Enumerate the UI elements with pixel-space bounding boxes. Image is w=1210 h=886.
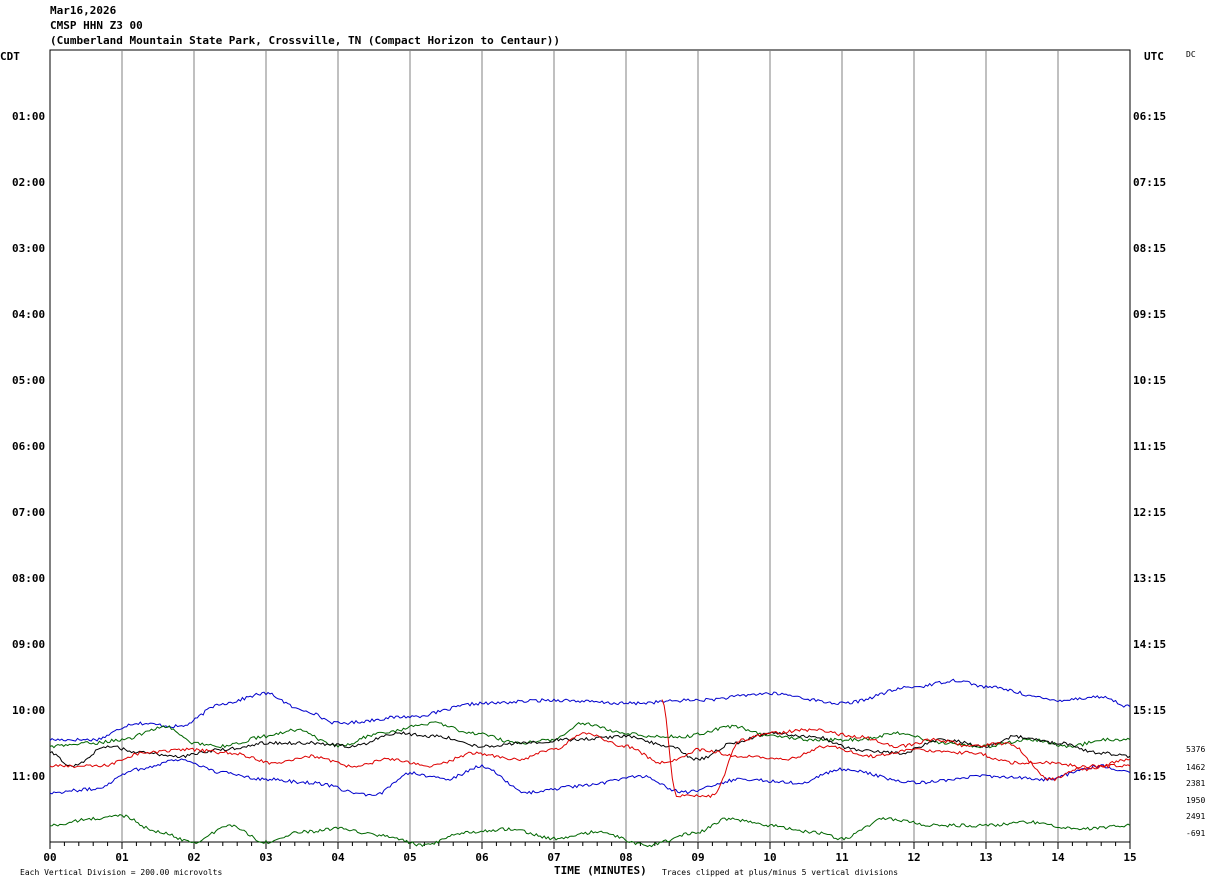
utc-time-label: 11:15 — [1133, 440, 1166, 453]
seismic-trace — [49, 732, 1131, 772]
cdt-time-label: 07:00 — [12, 506, 45, 519]
x-tick-label: 05 — [403, 851, 416, 864]
x-tick-label: 03 — [259, 851, 272, 864]
cdt-time-label: 06:00 — [12, 440, 45, 453]
cdt-time-label: 04:00 — [12, 308, 45, 321]
chart-date: Mar16,2026 — [50, 4, 117, 17]
minute-grid — [121, 50, 1059, 842]
utc-time-label: 15:15 — [1133, 704, 1166, 717]
trace-offset-label: 2491 — [1186, 812, 1205, 821]
trace-offset-label: 1950 — [1186, 796, 1205, 805]
footer-scale-note: Each Vertical Division = 200.00 microvol… — [20, 868, 222, 877]
x-tick-label: 12 — [907, 851, 920, 864]
utc-time-label: 12:15 — [1133, 506, 1166, 519]
x-tick-label: 13 — [979, 851, 992, 864]
cdt-time-label: 08:00 — [12, 572, 45, 585]
trace-offset-label: -691 — [1186, 829, 1205, 838]
cdt-time-label: 05:00 — [12, 374, 45, 387]
trace-offset-label: 5376 — [1186, 745, 1205, 754]
station-id: CMSP HHN Z3 00 — [50, 19, 143, 32]
trace-offset-label: 2381 — [1186, 779, 1205, 788]
cdt-time-label: 02:00 — [12, 176, 45, 189]
x-tick-label: 04 — [331, 851, 345, 864]
x-tick-label: 06 — [475, 851, 489, 864]
x-tick-label: 08 — [619, 851, 632, 864]
utc-time-label: 07:15 — [1133, 176, 1166, 189]
cdt-time-label: 01:00 — [12, 110, 45, 123]
station-location: (Cumberland Mountain State Park, Crossvi… — [50, 34, 560, 47]
left-axis-title: CDT — [0, 50, 20, 63]
seismic-trace — [49, 731, 1131, 768]
footer-clip-note: Traces clipped at plus/minus 5 vertical … — [662, 868, 898, 877]
utc-time-label: 08:15 — [1133, 242, 1166, 255]
traces — [49, 678, 1131, 848]
utc-time-label: 06:15 — [1133, 110, 1166, 123]
cdt-time-label: 09:00 — [12, 638, 45, 651]
seismic-trace — [49, 678, 1131, 742]
seismic-trace — [49, 721, 1131, 749]
right-axis-title: UTC — [1144, 50, 1164, 63]
utc-time-label: 16:15 — [1133, 770, 1166, 783]
seismic-trace — [49, 758, 1131, 797]
utc-time-label: 10:15 — [1133, 374, 1166, 387]
x-tick-label: 07 — [547, 851, 560, 864]
plot-frame — [49, 49, 1131, 843]
utc-time-label: 13:15 — [1133, 572, 1166, 585]
x-tick-label: 00 — [43, 851, 56, 864]
x-tick-label: 11 — [835, 851, 849, 864]
trace-offset-label: 1462 — [1186, 763, 1205, 772]
cdt-time-label: 10:00 — [12, 704, 45, 717]
utc-time-label: 14:15 — [1133, 638, 1166, 651]
x-tick-label: 01 — [115, 851, 129, 864]
x-tick-label: 10 — [763, 851, 776, 864]
minute-ticks — [49, 842, 1131, 849]
x-axis-title: TIME (MINUTES) — [554, 864, 647, 877]
utc-time-label: 09:15 — [1133, 308, 1166, 321]
seismic-trace — [49, 814, 1131, 848]
cdt-time-label: 03:00 — [12, 242, 45, 255]
seismic-trace — [661, 699, 1131, 799]
x-tick-label: 02 — [187, 851, 200, 864]
x-tick-label: 14 — [1051, 851, 1065, 864]
dc-label: DC — [1186, 50, 1196, 59]
x-tick-label: 09 — [691, 851, 704, 864]
cdt-time-label: 11:00 — [12, 770, 45, 783]
axis-labels: 00 01 02 03 04 05 06 07 08 09 10 11 12 13 14 15 01:00 06:… — [12, 110, 1205, 864]
x-tick-label: 15 — [1123, 851, 1136, 864]
